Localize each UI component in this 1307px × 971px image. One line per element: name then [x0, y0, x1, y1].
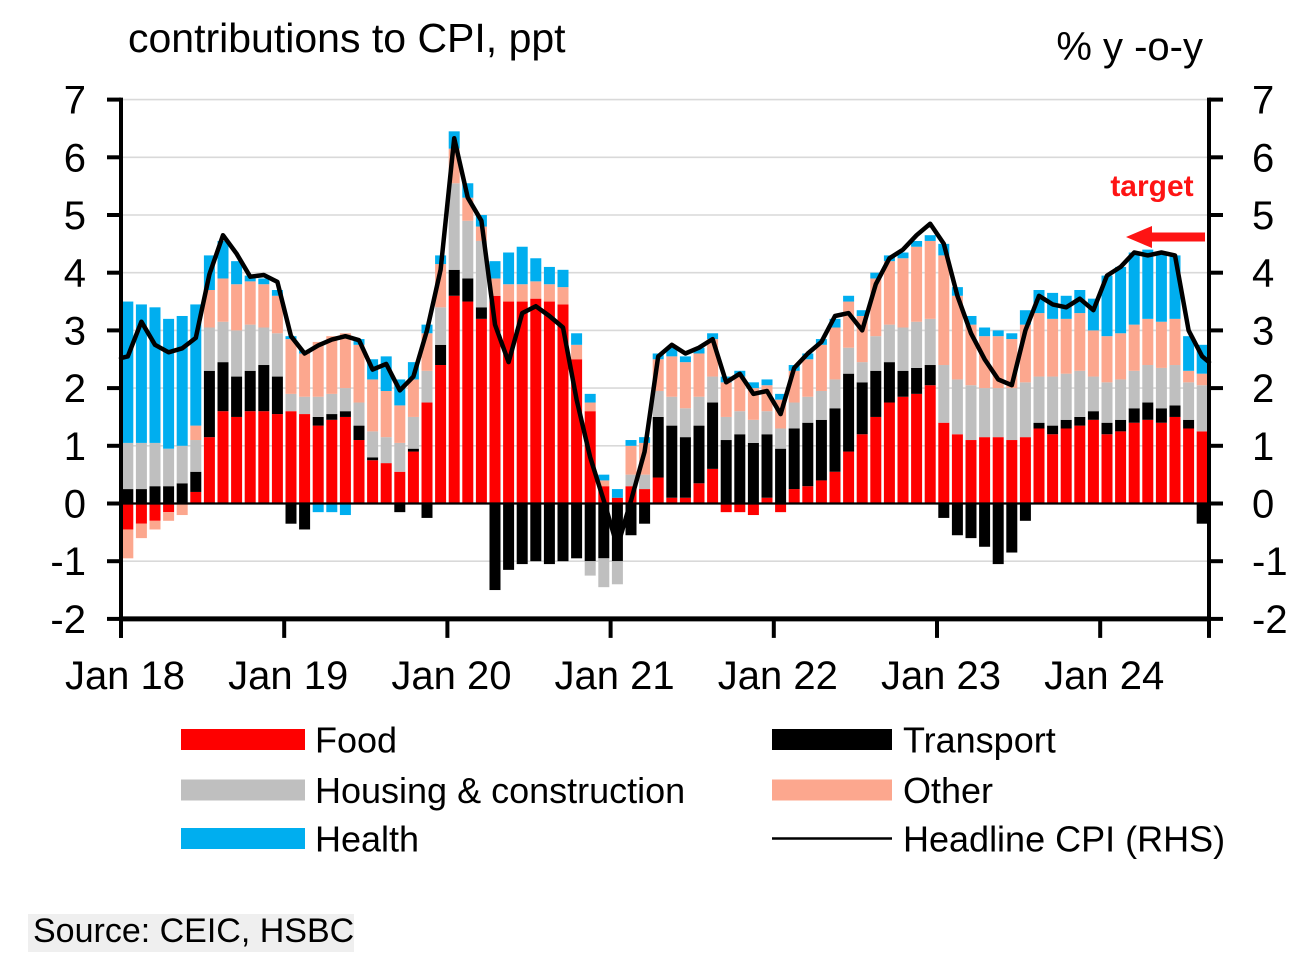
svg-text:-1: -1	[50, 540, 86, 584]
svg-text:0: 0	[1252, 483, 1274, 527]
svg-text:Transport: Transport	[903, 720, 1056, 761]
svg-text:Jan 22: Jan 22	[718, 654, 838, 698]
svg-text:Jan 19: Jan 19	[228, 654, 348, 698]
svg-text:6: 6	[1252, 136, 1274, 180]
svg-text:3: 3	[1252, 309, 1274, 353]
svg-text:4: 4	[64, 252, 86, 296]
svg-text:2: 2	[1252, 367, 1274, 411]
svg-text:5: 5	[64, 194, 86, 238]
svg-text:0: 0	[64, 483, 86, 527]
svg-text:% y -o-y: % y -o-y	[1056, 25, 1203, 69]
svg-text:Headline CPI (RHS): Headline CPI (RHS)	[903, 819, 1225, 860]
svg-text:Source: CEIC, HSBC: Source: CEIC, HSBC	[33, 912, 354, 950]
svg-text:5: 5	[1252, 194, 1274, 238]
svg-text:7: 7	[1252, 79, 1274, 123]
svg-text:1: 1	[64, 425, 86, 469]
svg-text:Food: Food	[315, 720, 397, 761]
svg-text:Housing & construction: Housing & construction	[315, 770, 685, 811]
svg-text:-2: -2	[50, 598, 86, 642]
svg-text:target: target	[1110, 170, 1193, 203]
svg-text:Jan 23: Jan 23	[881, 654, 1001, 698]
svg-text:-2: -2	[1252, 598, 1288, 642]
svg-text:Jan 20: Jan 20	[391, 654, 511, 698]
svg-text:2: 2	[64, 367, 86, 411]
svg-text:Jan 18: Jan 18	[65, 654, 185, 698]
svg-text:Health: Health	[315, 819, 419, 860]
svg-text:Jan 24: Jan 24	[1044, 654, 1164, 698]
svg-text:-1: -1	[1252, 540, 1288, 584]
svg-text:Other: Other	[903, 770, 993, 811]
svg-text:1: 1	[1252, 425, 1274, 469]
svg-text:3: 3	[64, 309, 86, 353]
svg-text:contributions to CPI, ppt: contributions to CPI, ppt	[128, 15, 566, 61]
svg-text:4: 4	[1252, 252, 1274, 296]
svg-text:6: 6	[64, 136, 86, 180]
svg-text:7: 7	[64, 79, 86, 123]
svg-text:Jan 21: Jan 21	[555, 654, 675, 698]
